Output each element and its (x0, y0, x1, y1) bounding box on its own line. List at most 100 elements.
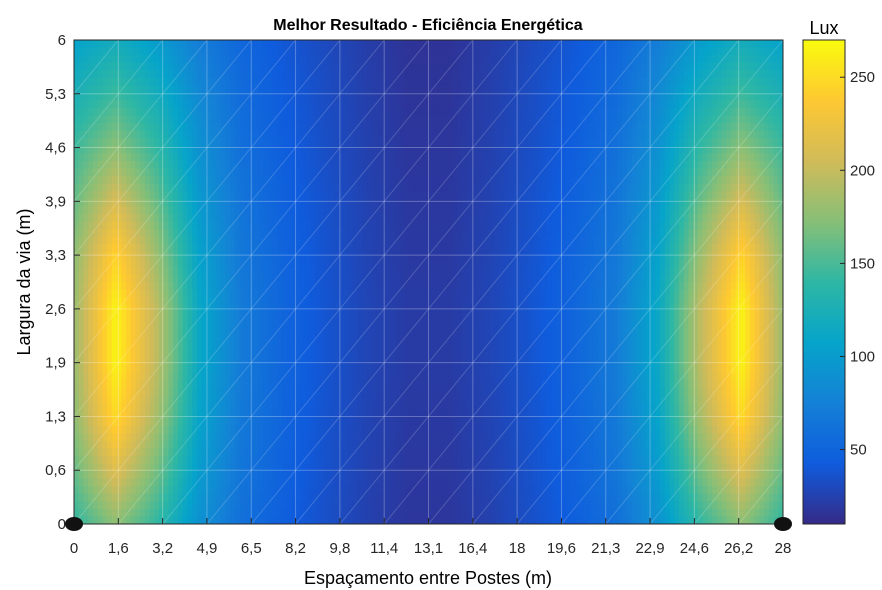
heat-cell (745, 213, 751, 223)
heat-cell (362, 244, 368, 253)
heat-cell (211, 251, 217, 260)
heat-cell (593, 115, 600, 124)
heat-cell (400, 108, 406, 117)
heat-cell (608, 266, 614, 276)
heat-cell (707, 62, 713, 71)
heat-cell (196, 100, 203, 109)
heat-cell (697, 85, 704, 94)
heat-cell (598, 251, 604, 260)
heat-cell (177, 274, 184, 283)
heat-cell (338, 251, 345, 260)
heat-cell (508, 236, 515, 245)
heat-cell (310, 191, 316, 200)
heat-cell (778, 100, 783, 109)
heat-cell (149, 85, 155, 94)
heat-cell (121, 161, 127, 170)
heat-cell (735, 183, 742, 192)
heat-cell (664, 244, 671, 253)
heat-cell (716, 130, 723, 139)
heat-cell (768, 153, 775, 162)
heat-cell (603, 221, 609, 230)
heat-cell (409, 100, 415, 109)
heat-cell (272, 213, 278, 223)
heat-cell (423, 221, 430, 230)
heat-cell (423, 70, 430, 79)
heat-cell (229, 289, 236, 298)
heat-cell (527, 213, 534, 223)
heat-cell (196, 168, 203, 177)
heat-cell (196, 198, 203, 207)
heat-cell (381, 138, 387, 147)
heat-cell (442, 251, 449, 260)
heat-cell (636, 183, 642, 192)
heat-cell (447, 221, 453, 230)
heat-cell (149, 274, 155, 283)
heat-cell (248, 92, 255, 102)
heat-cell (669, 251, 675, 260)
heat-cell (508, 266, 515, 276)
heat-cell (636, 153, 642, 162)
heat-cell (286, 130, 293, 139)
heat-cell (102, 92, 108, 102)
heat-cell (244, 206, 250, 215)
heat-cell (281, 282, 288, 291)
heat-cell (319, 115, 326, 124)
heat-cell (707, 55, 713, 64)
heat-cell (130, 282, 137, 291)
heat-cell (716, 244, 723, 253)
heat-cell (437, 259, 444, 268)
heat-cell (428, 92, 434, 102)
heat-cell (584, 100, 590, 109)
heat-cell (437, 145, 444, 155)
heat-cell (773, 40, 779, 49)
heat-cell (296, 47, 302, 56)
heat-cell (480, 70, 486, 79)
heat-cell (636, 206, 642, 215)
heat-cell (116, 108, 122, 117)
heat-cell (315, 168, 321, 177)
heat-cell (253, 274, 259, 283)
heat-cell (735, 100, 742, 109)
heat-cell (650, 161, 656, 170)
heat-cell (598, 123, 604, 132)
heat-cell (489, 191, 496, 200)
heat-cell (154, 206, 160, 215)
heat-cell (735, 251, 742, 260)
heat-cell (338, 47, 345, 56)
heat-cell (778, 55, 783, 64)
heat-cell (92, 191, 99, 200)
heat-cell (395, 108, 401, 117)
heat-cell (513, 176, 519, 185)
heat-cell (560, 251, 567, 260)
heat-cell (107, 229, 113, 238)
heat-cell (471, 259, 477, 268)
heat-cell (513, 138, 519, 147)
heat-cell (754, 77, 760, 86)
heat-cell (300, 62, 307, 71)
heat-cell (296, 145, 302, 155)
heat-cell (485, 138, 491, 147)
heat-cell (494, 191, 500, 200)
heat-cell (343, 47, 349, 56)
heat-cell (627, 85, 633, 94)
heat-cell (125, 77, 132, 86)
heat-cell (371, 161, 378, 170)
heat-cell (423, 100, 430, 109)
heat-cell (239, 161, 245, 170)
heat-cell (291, 236, 297, 245)
heat-cell (267, 191, 274, 200)
heat-cell (546, 92, 552, 102)
heat-cell (215, 85, 222, 94)
heat-cell (712, 274, 718, 283)
heat-cell (504, 282, 510, 291)
heat-cell (641, 40, 647, 49)
heat-cell (598, 47, 604, 56)
heat-cell (229, 213, 236, 223)
heat-cell (641, 266, 647, 276)
heat-cell (371, 183, 378, 192)
heat-cell (253, 62, 259, 71)
heat-cell (201, 183, 207, 192)
heat-cell (229, 176, 236, 185)
heat-cell (631, 183, 638, 192)
heat-cell (367, 70, 373, 79)
